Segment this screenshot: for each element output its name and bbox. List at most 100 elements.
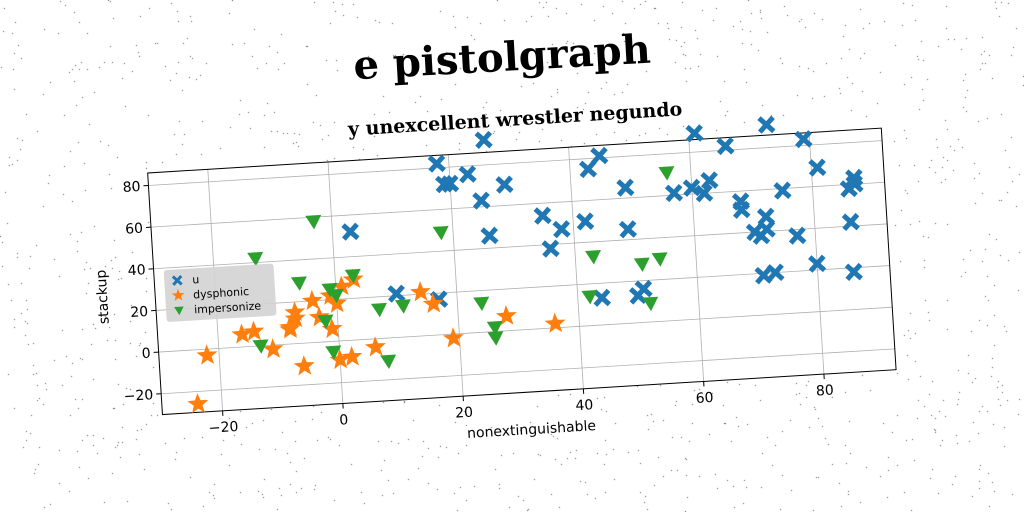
y-gridline [150,181,885,228]
y-axis-ticks: −20 0 20 40 60 80 [122,179,162,405]
data-point [756,207,776,226]
data-point [279,316,301,337]
data-point [495,305,517,326]
data-point [329,348,351,370]
data-point [442,327,464,348]
scatter-plot: −20 0 20 40 60 80 −20 0 20 40 60 80 nonextinguisha… [93,115,897,442]
data-point [664,183,684,203]
x-tick-label: 60 [695,390,714,407]
x-tick-label: 0 [339,412,349,429]
data-point [317,314,334,329]
data-point [578,159,598,179]
data-point [321,282,338,298]
legend-box [163,263,277,322]
data-point [341,222,360,241]
data-point [685,124,704,143]
data-point [325,345,342,360]
data-point [480,226,499,245]
data-point [773,181,792,200]
data-point [380,354,397,369]
data-point [541,239,560,258]
y-tick-label: 80 [122,179,141,196]
y-gridline [148,140,883,186]
data-point [364,336,386,357]
data-points [187,115,864,414]
data-point [651,252,668,267]
data-point [370,302,387,318]
legend-marker [171,288,185,301]
legend-marker [171,274,183,286]
data-point [533,206,552,225]
data-point [290,276,307,291]
legend-label: impersonize [194,299,262,316]
data-point [590,146,609,165]
data-point [642,296,659,312]
data-point [284,301,306,322]
data-point [794,130,813,149]
y-axis-label: stackup [93,269,112,324]
x-axis-label: nonextinguishable [467,418,597,442]
data-point [844,262,863,282]
x-gridline [568,147,584,389]
y-tick-label: −20 [123,387,153,405]
data-point [344,268,361,284]
figure: y unexcellent wrestler negundo −20 0 20 40 6… [60,74,931,490]
data-point [435,175,454,194]
data-point [716,136,735,156]
y-tick-label: 60 [125,221,144,238]
y-tick-label: 40 [127,262,146,279]
data-point [474,130,493,149]
data-point [301,289,323,311]
data-point [331,275,352,296]
legend-marker [174,306,184,316]
x-tick-label: 20 [455,405,474,422]
data-point [196,344,218,365]
data-point [284,307,306,328]
data-point [616,178,635,197]
data-point [585,250,602,265]
data-point [321,317,343,339]
legend-label: u [192,273,200,286]
data-point [576,212,595,231]
y-tick-label: 0 [141,346,151,363]
data-point [473,296,490,312]
data-point [432,225,449,241]
data-point [695,184,714,203]
series-2 [247,166,675,369]
x-tick-label: 40 [575,397,594,414]
data-point [458,165,477,184]
y-gridline [158,306,893,353]
data-point [845,175,864,194]
data-point [700,171,719,190]
x-gridline [447,154,464,397]
data-point [247,251,264,267]
data-point [618,220,638,239]
data-point [262,338,284,359]
data-point [243,320,265,341]
data-point [788,226,807,245]
data-point [422,292,444,314]
data-point [633,257,650,272]
data-point [252,339,269,354]
data-point [682,178,701,197]
data-point [487,331,504,346]
data-point [472,191,491,210]
data-point [592,288,612,307]
data-point [628,286,648,305]
x-tick-label: 80 [816,383,835,400]
y-tick-label: 20 [130,304,149,321]
data-point [757,115,776,134]
data-point [409,281,431,302]
data-point [581,289,598,305]
data-point [808,254,827,273]
data-point [231,323,253,344]
data-point [754,266,773,285]
data-point [486,320,503,336]
axes-frame [147,127,897,416]
data-point [544,312,566,333]
plot-border [147,127,897,416]
data-point [766,263,785,282]
data-point [427,154,446,173]
data-point [495,175,514,194]
legend-label: dysphonic [193,285,250,301]
